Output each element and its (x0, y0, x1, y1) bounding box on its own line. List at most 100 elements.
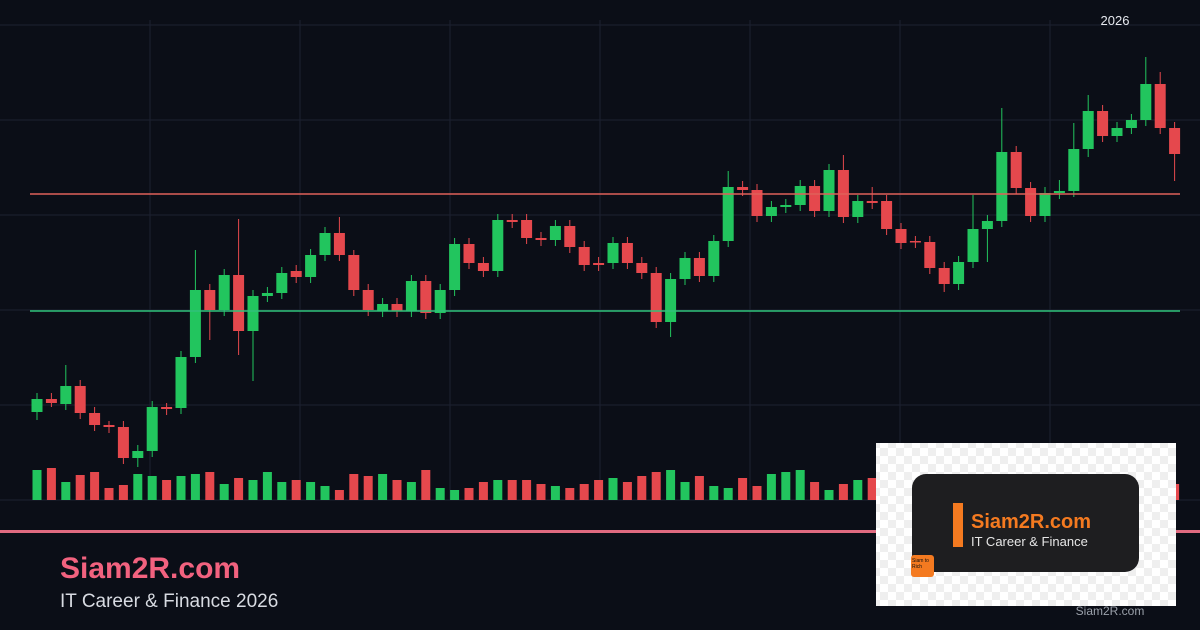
candle-body (953, 262, 965, 284)
watermark: Siam2R.com (1076, 604, 1145, 618)
candle-body (1125, 120, 1137, 128)
volume-bar (766, 474, 776, 500)
volume-bar (104, 488, 114, 500)
volume-bar (147, 476, 157, 500)
candle-body (31, 399, 43, 412)
logo-bar (953, 503, 963, 547)
volume-bar (781, 472, 791, 500)
volume-bar (334, 490, 344, 500)
volume-bar (306, 482, 316, 500)
candle-body (434, 290, 446, 313)
volume-bar (234, 478, 244, 500)
volume-bar (162, 480, 172, 500)
volume-bar (550, 486, 560, 500)
badge-box: Siam to Rich (912, 558, 929, 570)
candle-body (1025, 188, 1037, 216)
volume-bar (190, 474, 200, 500)
volume-bar (752, 486, 762, 500)
volume-bar (622, 482, 632, 500)
candle-body (521, 220, 533, 238)
candle-body (1154, 84, 1166, 128)
volume-bar (810, 482, 820, 500)
volume-bar (838, 484, 848, 500)
volume-bar (608, 478, 618, 500)
volume-bar (435, 488, 445, 500)
candle-body (247, 296, 259, 331)
candle-body (117, 427, 129, 458)
candle-body (607, 243, 619, 263)
candle-body (549, 226, 561, 240)
volume-bar (565, 488, 575, 500)
volume-bar (795, 470, 805, 500)
candle-body (737, 187, 749, 190)
candle-body (765, 207, 777, 216)
candle-body (578, 247, 590, 265)
candle-body (535, 238, 547, 240)
volume-bar (637, 476, 647, 500)
volume-bar (392, 480, 402, 500)
candle-body (362, 290, 374, 310)
logo-subtitle: IT Career & Finance (971, 534, 1088, 549)
candle-body (1068, 149, 1080, 191)
volume-bar (666, 470, 676, 500)
candle-body (1111, 128, 1123, 136)
candle-body (852, 201, 864, 217)
candle-body (305, 255, 317, 277)
volume-bar (522, 480, 532, 500)
candle-body (89, 413, 101, 425)
volume-bar (349, 474, 359, 500)
separator (0, 530, 1200, 533)
volume-bar (219, 484, 229, 500)
logo-title: Siam2R.com (971, 511, 1091, 533)
volume-bar (853, 480, 863, 500)
volume-bar (723, 488, 733, 500)
volume-bar (680, 482, 690, 500)
candle-body (996, 152, 1008, 221)
candle-body (895, 229, 907, 243)
volume-bar (378, 474, 388, 500)
volume-bar (248, 480, 258, 500)
candle-body (1053, 191, 1065, 193)
candle-body (276, 273, 288, 293)
volume-bar (738, 478, 748, 500)
volume-bar (32, 470, 42, 500)
candle-body (1140, 84, 1152, 120)
candle-body (233, 275, 245, 331)
volume-bar (262, 472, 272, 500)
volume-bar (363, 476, 373, 500)
candle-body (420, 281, 432, 313)
candle-body (319, 233, 331, 255)
candle-body (665, 279, 677, 322)
candle-body (780, 205, 792, 207)
volume-bar (824, 490, 834, 500)
candle-body (1010, 152, 1022, 188)
brand-title: Siam2R.com (60, 552, 240, 585)
volume-bar (421, 470, 431, 500)
logo-panel (912, 474, 1139, 572)
volume-bar (867, 478, 877, 500)
volume-bar (75, 475, 85, 500)
logo-card: Siam2R.com IT Career & Finance Siam to R… (876, 443, 1176, 618)
volume-bar (651, 472, 661, 500)
volume-bar (277, 482, 287, 500)
candle-body (636, 263, 648, 273)
candle-body (204, 290, 216, 310)
volume-bar (406, 482, 416, 500)
candle-body (1169, 128, 1181, 154)
candle-body (967, 229, 979, 262)
candle-body (593, 263, 605, 265)
candle-body (348, 255, 360, 290)
candle-body (693, 258, 705, 276)
candle-body (103, 425, 115, 427)
volume-bar (464, 488, 474, 500)
volume-bar (176, 476, 186, 500)
candle-body (261, 293, 273, 296)
brand-subtitle: IT Career & Finance 2026 (60, 591, 278, 612)
candle-body (1082, 111, 1094, 149)
candle-body (794, 186, 806, 205)
candle-body (146, 407, 158, 451)
top-label: 2026 (1101, 13, 1130, 28)
volume-bar (536, 484, 546, 500)
candle-body (74, 386, 86, 413)
candle-body (189, 290, 201, 357)
